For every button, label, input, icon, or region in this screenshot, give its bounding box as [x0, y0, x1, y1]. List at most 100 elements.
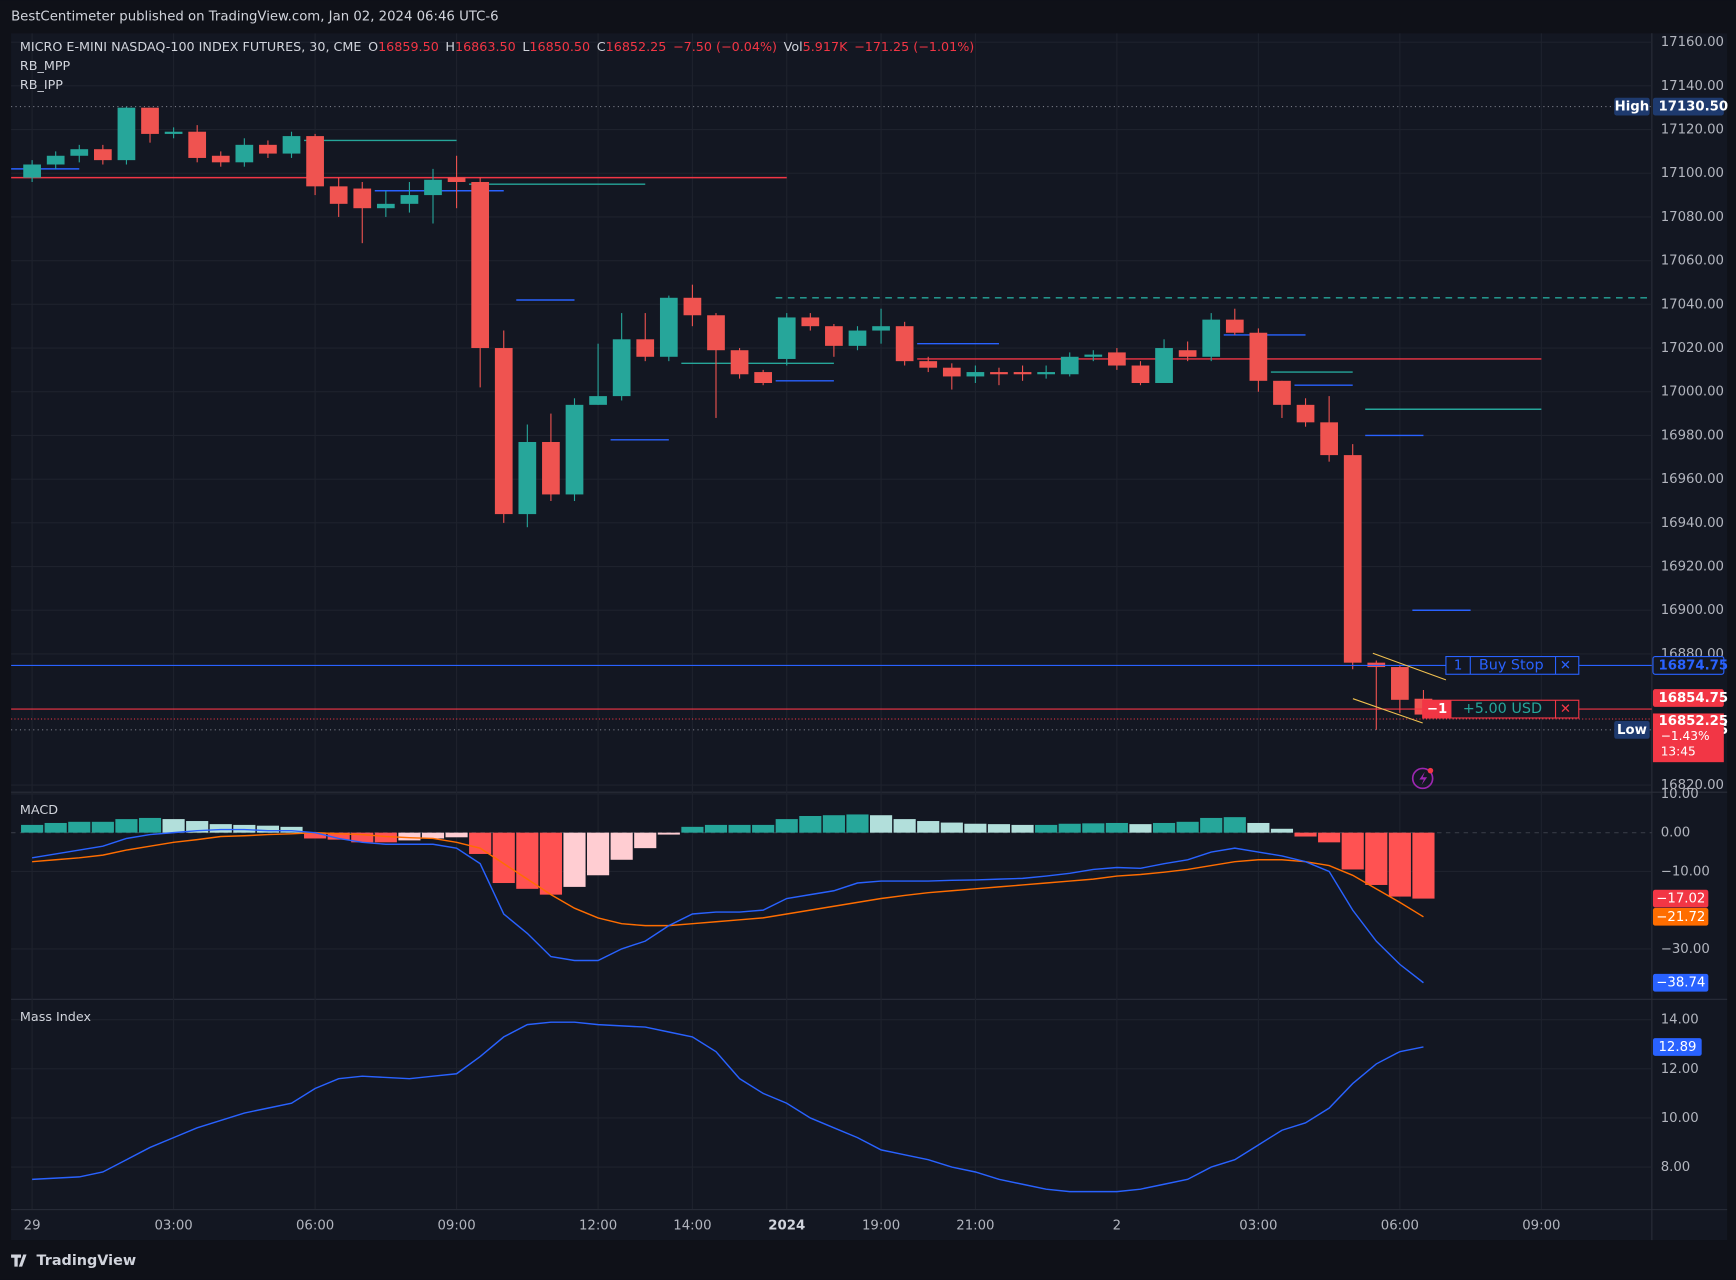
candle-body	[1202, 319, 1221, 357]
histogram-bar	[1294, 832, 1317, 837]
ohlc-key: C	[597, 40, 606, 55]
y-tick-label: −10.00	[1661, 864, 1710, 879]
histogram-bar	[752, 824, 775, 833]
ohlc-value: 16863.50	[455, 40, 516, 55]
histogram-bar	[138, 817, 162, 833]
y-tick-label: 17100.00	[1661, 166, 1724, 181]
histogram-bar	[1412, 832, 1435, 899]
price-tag-name: Low	[1617, 723, 1647, 738]
candle-body	[1037, 372, 1055, 375]
candle-body	[447, 177, 466, 182]
x-tick-label: 29	[24, 1219, 41, 1234]
price-tag-label: 16874.75	[1659, 658, 1729, 673]
candle-body	[942, 367, 961, 377]
histogram-bar	[1035, 824, 1058, 833]
candle-body	[1060, 356, 1079, 375]
histogram-bar	[657, 832, 680, 835]
candle-body	[1273, 380, 1291, 405]
order-qty: −1	[1427, 702, 1447, 717]
y-tick-label: 16960.00	[1661, 472, 1724, 487]
candle-body	[848, 330, 867, 346]
price-tag-name-bg	[1614, 97, 1650, 116]
histogram-bar	[869, 815, 893, 833]
candle-body	[683, 297, 702, 316]
histogram-bar	[987, 824, 1011, 833]
signal-line	[32, 831, 1424, 927]
price-tag-name: High	[1615, 100, 1650, 115]
histogram-bar	[1365, 832, 1388, 885]
histogram-bar	[327, 832, 350, 840]
candle-body	[636, 339, 655, 357]
candle-body	[353, 188, 372, 209]
x-tick-label: 2024	[768, 1219, 805, 1234]
ohlc-key: O	[368, 40, 378, 55]
histogram-bar	[374, 832, 397, 843]
histogram-bar	[1129, 824, 1152, 833]
histogram-bar	[1247, 822, 1270, 833]
price-tag	[1652, 97, 1724, 116]
y-tick-label: 17000.00	[1661, 385, 1724, 400]
candle-body	[164, 131, 183, 134]
histogram-bar	[539, 832, 562, 895]
header-text: BestCentimeter published on TradingView.…	[11, 10, 499, 25]
mass-index-line	[32, 1021, 1424, 1193]
candle-body	[1108, 352, 1126, 366]
candle-body	[990, 372, 1008, 375]
candle-body	[93, 149, 112, 161]
candle-body	[70, 149, 89, 156]
histogram-bar	[1082, 823, 1105, 833]
pane-title: Mass Index	[20, 1010, 92, 1025]
price-tag-label: 16854.75	[1659, 691, 1729, 706]
candle-body	[730, 350, 749, 375]
histogram-bar	[1341, 832, 1364, 870]
candle-body	[471, 181, 490, 349]
ohlc-value: 16852.25	[606, 40, 667, 55]
histogram-bar	[445, 832, 468, 838]
histogram-bar	[728, 824, 751, 833]
ohlc-key: H	[445, 40, 455, 55]
candle-body	[117, 107, 136, 161]
last-change: −1.43%	[1661, 729, 1710, 743]
pane-title: MACD	[20, 803, 58, 818]
y-tick-label: 17040.00	[1661, 297, 1724, 312]
y-tick-label: 16900.00	[1661, 603, 1724, 618]
x-tick-label: 14:00	[673, 1219, 711, 1234]
candle-body	[1013, 372, 1032, 375]
histogram-bar	[44, 822, 67, 833]
histogram-bar	[492, 832, 515, 884]
histogram-bar	[516, 832, 539, 889]
change: −7.50 (−0.04%)	[673, 40, 777, 55]
volume-key: Vol	[784, 40, 803, 55]
candle-body	[919, 361, 938, 368]
value-tag	[1652, 1038, 1702, 1056]
histogram-bar	[162, 819, 185, 833]
order-close[interactable]: ✕	[1560, 658, 1571, 673]
y-tick-label: 17060.00	[1661, 254, 1724, 269]
x-tick-label: 06:00	[1381, 1219, 1419, 1234]
order-close[interactable]: ✕	[1560, 702, 1571, 717]
histogram-bar	[209, 824, 232, 833]
x-tick-label: 09:00	[1522, 1219, 1560, 1234]
y-tick-label: 17120.00	[1661, 123, 1724, 138]
histogram-bar	[304, 832, 327, 839]
value-tag-label: −38.74	[1656, 976, 1705, 991]
histogram-bar	[1200, 817, 1223, 833]
histogram-bar	[681, 826, 704, 833]
candle-body	[754, 372, 773, 383]
histogram-bar	[21, 824, 44, 833]
y-tick-label: 0.00	[1661, 826, 1691, 841]
candle-body	[1155, 348, 1173, 383]
candle-body	[565, 404, 584, 495]
histogram-bar	[469, 832, 492, 854]
y-tick-label: 10.00	[1661, 787, 1699, 802]
order-qty-bg	[1422, 700, 1452, 718]
order-type: Buy Stop	[1479, 657, 1544, 673]
ohlc-value: 16850.50	[529, 40, 590, 55]
candle-body	[400, 195, 419, 204]
price-tag-label: 17130.50	[1659, 100, 1729, 115]
x-tick-label: 12:00	[579, 1219, 617, 1234]
candle-body	[141, 107, 159, 134]
value-tag-label: −17.02	[1656, 892, 1705, 907]
y-tick-label: 16920.00	[1661, 560, 1724, 575]
